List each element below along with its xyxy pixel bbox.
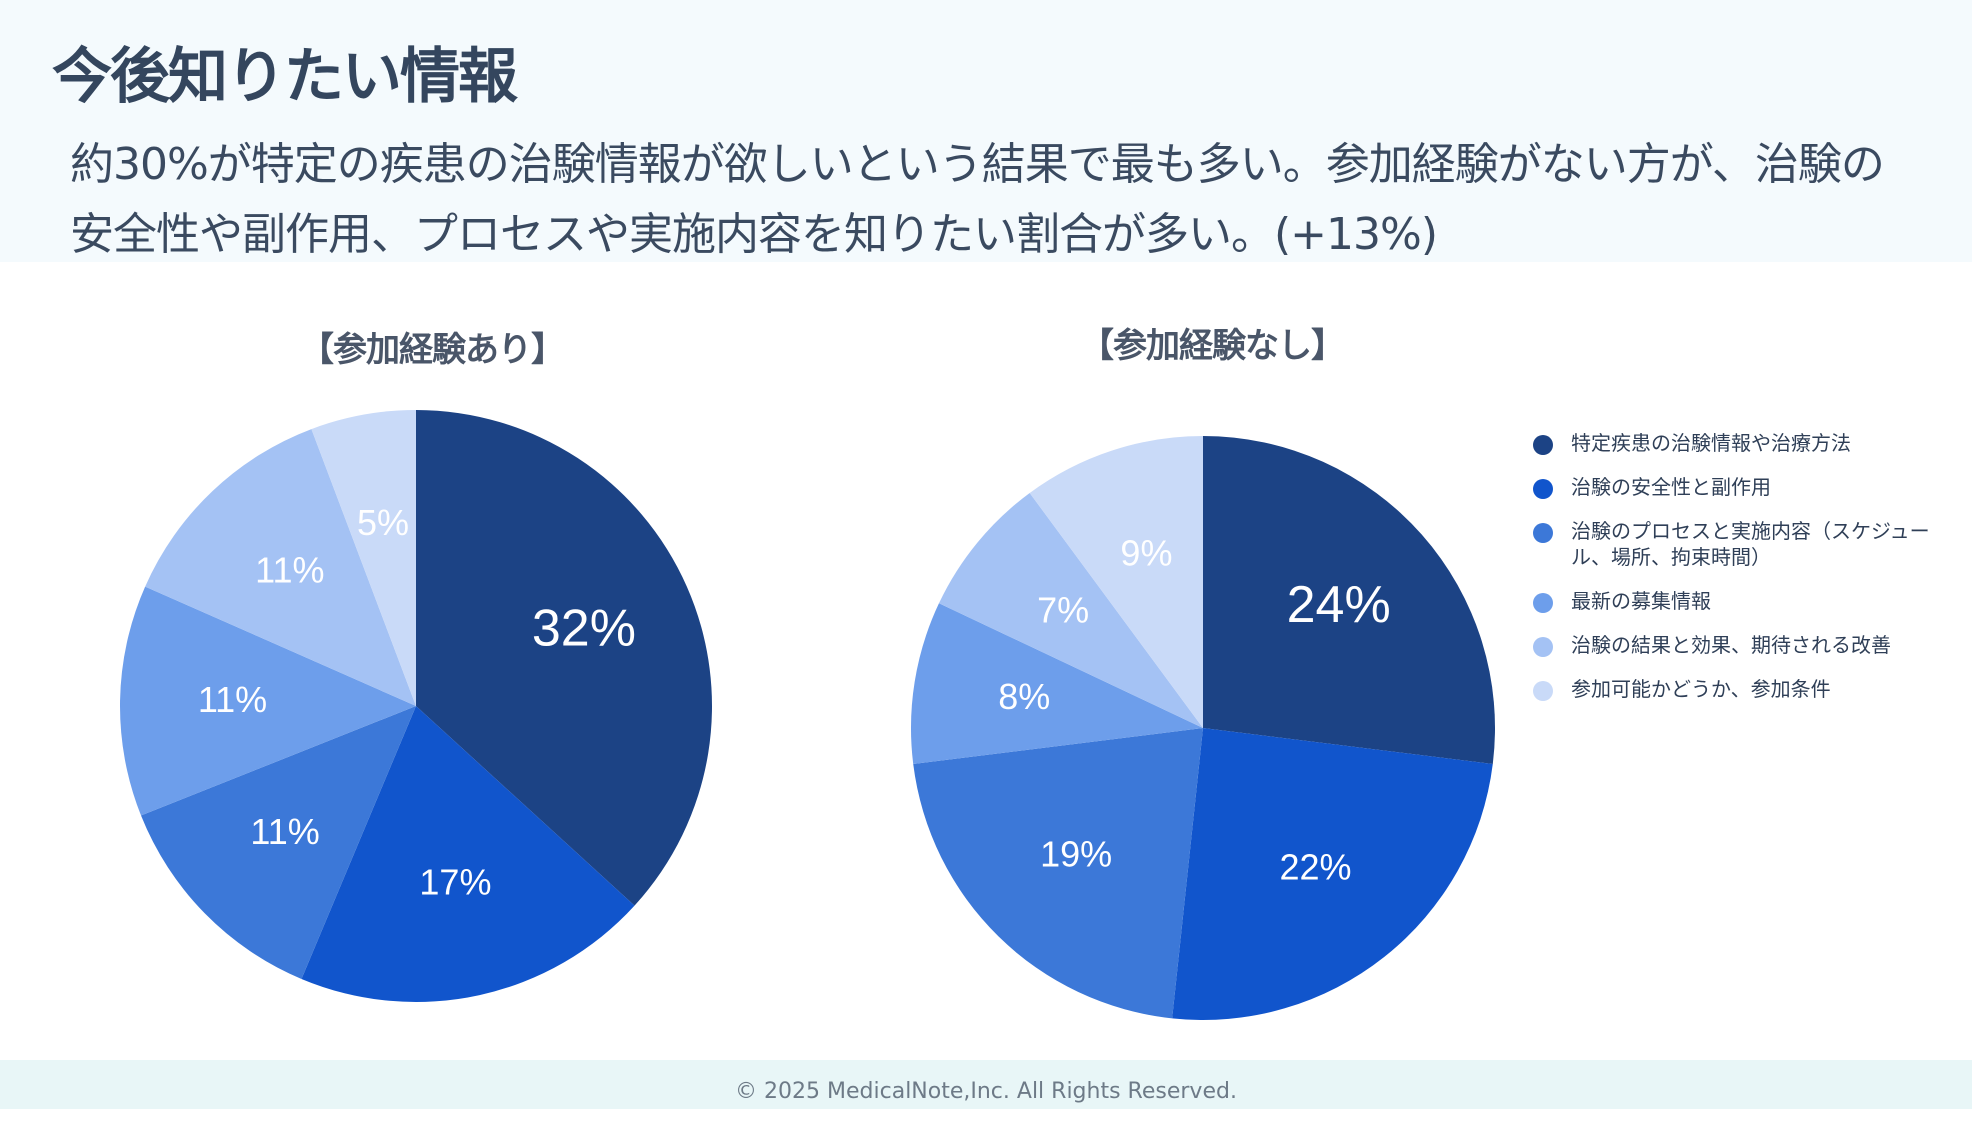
pie-slice [1172, 728, 1493, 1021]
legend-swatch [1533, 479, 1553, 499]
legend-item: 参加可能かどうか、参加条件 [1533, 676, 1953, 702]
page-subtitle: 約30%が特定の疾患の治験情報が欲しいという結果で最も多い。参加経験がない方が、… [70, 130, 1950, 270]
page-title: 今後知りたい情報 [52, 42, 518, 112]
pie-data-label: 32% [532, 600, 636, 658]
pie-slice [913, 728, 1203, 1019]
subtitle-line-2: 安全性や副作用、プロセスや実施内容を知りたい割合が多い。(+13%) [70, 209, 1438, 260]
legend-swatch [1533, 681, 1553, 701]
legend-label: 治験の安全性と副作用 [1571, 475, 1771, 499]
legend-item: 治験の安全性と副作用 [1533, 474, 1953, 500]
pie-data-label: 22% [1279, 846, 1351, 887]
chart-title-without-experience: 【参加経験なし】 [1080, 326, 1345, 366]
pie-data-label: 11% [255, 549, 324, 590]
pie-data-label: 5% [357, 502, 409, 543]
chart-title-with-experience: 【参加経験あり】 [300, 330, 565, 370]
header-band [0, 0, 1972, 262]
pie-slice [416, 410, 712, 906]
pie-data-label: 9% [1120, 533, 1172, 574]
legend-label: 治験の結果と効果、期待される改善 [1571, 633, 1891, 657]
chart-legend: 特定疾患の治験情報や治療方法 治験の安全性と副作用 治験のプロセスと実施内容（ス… [1533, 430, 1953, 720]
legend-swatch [1533, 435, 1553, 455]
pie-slice [301, 706, 635, 1002]
legend-label: 最新の募集情報 [1571, 589, 1711, 613]
pie-slice [1203, 436, 1496, 764]
legend-item: 治験の結果と効果、期待される改善 [1533, 632, 1953, 658]
pie-slice [911, 603, 1203, 764]
pie-data-label: 24% [1287, 576, 1391, 634]
legend-item: 特定疾患の治験情報や治療方法 [1533, 430, 1953, 456]
pie-slice [1029, 436, 1203, 728]
pie-slice [120, 586, 416, 816]
legend-item: 治験のプロセスと実施内容（スケジュール、場所、拘束時間） [1533, 518, 1953, 570]
pie-slice [938, 492, 1203, 728]
pie-slice [145, 429, 416, 706]
pie-data-label: 11% [198, 679, 267, 720]
legend-label: 特定疾患の治験情報や治療方法 [1571, 431, 1851, 455]
pie-data-label: 7% [1037, 590, 1089, 631]
pie-slice [311, 410, 416, 706]
legend-swatch [1533, 523, 1553, 543]
pie-data-label: 19% [1040, 834, 1112, 875]
pie-data-label: 11% [250, 811, 319, 852]
pie-slice [141, 706, 416, 979]
legend-label: 参加可能かどうか、参加条件 [1571, 677, 1831, 701]
legend-swatch [1533, 637, 1553, 657]
pie-data-label: 17% [419, 862, 491, 903]
subtitle-line-1: 約30%が特定の疾患の治験情報が欲しいという結果で最も多い。参加経験がない方が、… [70, 139, 1885, 190]
legend-label: 治験のプロセスと実施内容（スケジュール、場所、拘束時間） [1571, 519, 1930, 569]
legend-swatch [1533, 593, 1553, 613]
legend-item: 最新の募集情報 [1533, 588, 1953, 614]
footer-copyright: © 2025 MedicalNote,Inc. All Rights Reser… [0, 1060, 1972, 1109]
pie-data-label: 8% [998, 676, 1050, 717]
